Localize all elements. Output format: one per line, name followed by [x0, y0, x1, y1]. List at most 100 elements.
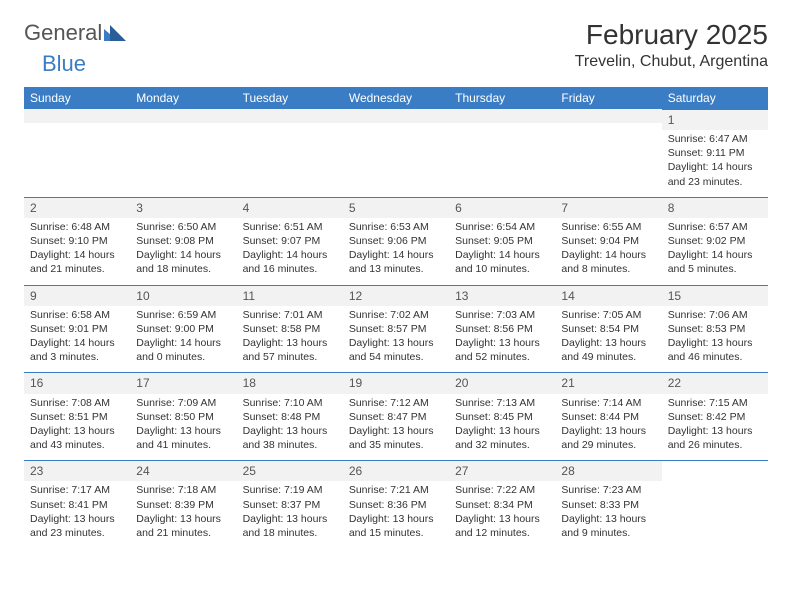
calendar-row: 23Sunrise: 7:17 AMSunset: 8:41 PMDayligh…	[24, 460, 768, 548]
daylight-text: Daylight: 14 hours and 21 minutes.	[30, 248, 124, 276]
calendar-cell: 10Sunrise: 6:59 AMSunset: 9:00 PMDayligh…	[130, 285, 236, 373]
day-cell: 7Sunrise: 6:55 AMSunset: 9:04 PMDaylight…	[555, 197, 661, 285]
daylight-text: Daylight: 13 hours and 41 minutes.	[136, 424, 230, 452]
day-cell: 8 Sunrise: 6:57 AMSunset: 9:02 PMDaylight…	[662, 197, 768, 285]
month-title: February 2025	[575, 20, 768, 51]
day-number: 24	[130, 461, 236, 481]
daylight-text: Daylight: 13 hours and 32 minutes.	[455, 424, 549, 452]
sunrise-text: Sunrise: 6:54 AM	[455, 220, 549, 234]
day-number: 23	[24, 461, 130, 481]
calendar-cell: 25Sunrise: 7:19 AMSunset: 8:37 PMDayligh…	[237, 460, 343, 548]
day-cell: 24Sunrise: 7:18 AMSunset: 8:39 PMDayligh…	[130, 460, 236, 548]
daylight-text: Daylight: 13 hours and 21 minutes.	[136, 512, 230, 540]
sunrise-text: Sunrise: 6:57 AM	[668, 220, 762, 234]
day-number: 4	[237, 198, 343, 218]
calendar-cell: 28Sunrise: 7:23 AMSunset: 8:33 PMDayligh…	[555, 460, 661, 548]
day-number: 26	[343, 461, 449, 481]
calendar-cell: 26Sunrise: 7:21 AMSunset: 8:36 PMDayligh…	[343, 460, 449, 548]
empty-cell	[343, 109, 449, 123]
sunrise-text: Sunrise: 7:13 AM	[455, 396, 549, 410]
daylight-text: Daylight: 14 hours and 23 minutes.	[668, 160, 762, 188]
day-number: 14	[555, 286, 661, 306]
calendar-cell: 4Sunrise: 6:51 AMSunset: 9:07 PMDaylight…	[237, 197, 343, 285]
day-number: 8	[662, 198, 768, 218]
sunrise-text: Sunrise: 6:55 AM	[561, 220, 655, 234]
daylight-text: Daylight: 13 hours and 38 minutes.	[243, 424, 337, 452]
empty-cell	[24, 109, 130, 123]
sunset-text: Sunset: 8:53 PM	[668, 322, 762, 336]
calendar-cell: 14 Sunrise: 7:05 AMSunset: 8:54 PMDayligh…	[555, 285, 661, 373]
daylight-text: Daylight: 14 hours and 5 minutes.	[668, 248, 762, 276]
calendar-cell: 11Sunrise: 7:01 AMSunset: 8:58 PMDayligh…	[237, 285, 343, 373]
calendar-cell: 20Sunrise: 7:13 AMSunset: 8:45 PMDayligh…	[449, 372, 555, 460]
day-number: 10	[130, 286, 236, 306]
calendar-cell	[343, 109, 449, 197]
day-cell: 9Sunrise: 6:58 AMSunset: 9:01 PMDaylight…	[24, 285, 130, 373]
daylight-text: Daylight: 14 hours and 0 minutes.	[136, 336, 230, 364]
day-cell: 22Sunrise: 7:15 AMSunset: 8:42 PMDayligh…	[662, 372, 768, 460]
calendar-row: 16Sunrise: 7:08 AMSunset: 8:51 PMDayligh…	[24, 372, 768, 460]
calendar-cell: 3Sunrise: 6:50 AMSunset: 9:08 PMDaylight…	[130, 197, 236, 285]
brand-logo: General	[24, 20, 126, 46]
calendar-cell: 24Sunrise: 7:18 AMSunset: 8:39 PMDayligh…	[130, 460, 236, 548]
calendar-table: Sunday Monday Tuesday Wednesday Thursday…	[24, 87, 768, 548]
day-cell: 23Sunrise: 7:17 AMSunset: 8:41 PMDayligh…	[24, 460, 130, 548]
sunset-text: Sunset: 8:57 PM	[349, 322, 443, 336]
sunrise-text: Sunrise: 6:50 AM	[136, 220, 230, 234]
calendar-cell: 9Sunrise: 6:58 AMSunset: 9:01 PMDaylight…	[24, 285, 130, 373]
calendar-row: 1Sunrise: 6:47 AMSunset: 9:11 PMDaylight…	[24, 109, 768, 197]
daylight-text: Daylight: 13 hours and 49 minutes.	[561, 336, 655, 364]
day-number: 22	[662, 373, 768, 393]
calendar-cell: 8 Sunrise: 6:57 AMSunset: 9:02 PMDaylight…	[662, 197, 768, 285]
day-cell: 12Sunrise: 7:02 AMSunset: 8:57 PMDayligh…	[343, 285, 449, 373]
day-cell: 19Sunrise: 7:12 AMSunset: 8:47 PMDayligh…	[343, 372, 449, 460]
day-number: 13	[449, 286, 555, 306]
day-cell: 10Sunrise: 6:59 AMSunset: 9:00 PMDayligh…	[130, 285, 236, 373]
sunrise-text: Sunrise: 7:05 AM	[561, 308, 655, 322]
weekday-tuesday: Tuesday	[237, 87, 343, 109]
sunset-text: Sunset: 9:07 PM	[243, 234, 337, 248]
weekday-sunday: Sunday	[24, 87, 130, 109]
sunrise-text: Sunrise: 7:10 AM	[243, 396, 337, 410]
calendar-cell: 19Sunrise: 7:12 AMSunset: 8:47 PMDayligh…	[343, 372, 449, 460]
empty-cell	[449, 109, 555, 123]
sunset-text: Sunset: 8:54 PM	[561, 322, 655, 336]
daylight-text: Daylight: 13 hours and 9 minutes.	[561, 512, 655, 540]
day-cell: 5Sunrise: 6:53 AMSunset: 9:06 PMDaylight…	[343, 197, 449, 285]
sunset-text: Sunset: 8:44 PM	[561, 410, 655, 424]
day-cell: 1Sunrise: 6:47 AMSunset: 9:11 PMDaylight…	[662, 109, 768, 197]
day-cell: 14 Sunrise: 7:05 AMSunset: 8:54 PMDayligh…	[555, 285, 661, 373]
calendar-row: 2Sunrise: 6:48 AMSunset: 9:10 PMDaylight…	[24, 197, 768, 285]
daylight-text: Daylight: 13 hours and 12 minutes.	[455, 512, 549, 540]
calendar-cell: 5Sunrise: 6:53 AMSunset: 9:06 PMDaylight…	[343, 197, 449, 285]
daylight-text: Daylight: 13 hours and 23 minutes.	[30, 512, 124, 540]
daylight-text: Daylight: 14 hours and 10 minutes.	[455, 248, 549, 276]
sunrise-text: Sunrise: 7:21 AM	[349, 483, 443, 497]
day-number: 15	[662, 286, 768, 306]
calendar-cell: 18Sunrise: 7:10 AMSunset: 8:48 PMDayligh…	[237, 372, 343, 460]
calendar-page: General February 2025 Trevelin, Chubut, …	[0, 0, 792, 568]
weekday-row: Sunday Monday Tuesday Wednesday Thursday…	[24, 87, 768, 109]
day-number: 9	[24, 286, 130, 306]
sunset-text: Sunset: 9:10 PM	[30, 234, 124, 248]
sunset-text: Sunset: 9:11 PM	[668, 146, 762, 160]
sunrise-text: Sunrise: 7:12 AM	[349, 396, 443, 410]
calendar-cell: 12Sunrise: 7:02 AMSunset: 8:57 PMDayligh…	[343, 285, 449, 373]
day-number: 5	[343, 198, 449, 218]
calendar-cell	[449, 109, 555, 197]
sunrise-text: Sunrise: 7:14 AM	[561, 396, 655, 410]
sunset-text: Sunset: 9:04 PM	[561, 234, 655, 248]
sunrise-text: Sunrise: 7:22 AM	[455, 483, 549, 497]
empty-cell	[555, 109, 661, 123]
sunset-text: Sunset: 8:48 PM	[243, 410, 337, 424]
calendar-cell	[555, 109, 661, 197]
sunrise-text: Sunrise: 6:47 AM	[668, 132, 762, 146]
day-number: 7	[555, 198, 661, 218]
calendar-head: Sunday Monday Tuesday Wednesday Thursday…	[24, 87, 768, 109]
weekday-friday: Friday	[555, 87, 661, 109]
sunrise-text: Sunrise: 6:51 AM	[243, 220, 337, 234]
day-cell: 16Sunrise: 7:08 AMSunset: 8:51 PMDayligh…	[24, 372, 130, 460]
sunrise-text: Sunrise: 7:17 AM	[30, 483, 124, 497]
sunset-text: Sunset: 9:02 PM	[668, 234, 762, 248]
sunrise-text: Sunrise: 7:15 AM	[668, 396, 762, 410]
